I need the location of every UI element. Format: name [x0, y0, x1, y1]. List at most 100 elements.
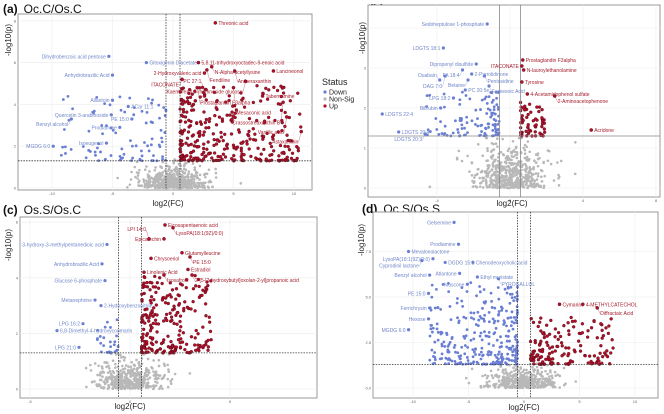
point-up	[279, 108, 284, 113]
point-down	[491, 317, 495, 321]
point-down	[489, 291, 493, 295]
point-down	[509, 324, 513, 328]
annotation-leader-line	[201, 82, 205, 97]
point-up	[192, 144, 196, 148]
point-nonsig	[484, 181, 488, 184]
point-nonsig	[159, 174, 162, 178]
point-nonsig	[186, 181, 190, 185]
point-nonsig	[490, 141, 494, 145]
point-labeled-down	[118, 125, 122, 129]
point-nonsig	[519, 372, 522, 375]
point-nonsig	[502, 153, 506, 157]
point-labeled-up	[188, 255, 192, 259]
point-up	[202, 142, 206, 146]
point-up	[521, 118, 525, 123]
point-nonsig	[166, 363, 169, 367]
point-nonsig	[150, 366, 153, 369]
point-up	[191, 287, 196, 291]
x-axis-title: log2(FC)	[508, 403, 539, 412]
point-up	[537, 105, 542, 109]
point-nonsig	[111, 386, 114, 390]
point-up	[271, 133, 276, 137]
point-nonsig	[518, 378, 522, 381]
point-up	[298, 112, 302, 116]
point-nonsig	[98, 373, 102, 376]
point-down	[497, 297, 501, 301]
y-tick-label: 8	[14, 18, 17, 23]
point-annotation: Dipropenyl disulfide	[430, 62, 474, 68]
point-down	[491, 98, 495, 102]
point-annotation: ITACONATE	[491, 64, 520, 70]
point-labeled-down	[458, 271, 462, 275]
point-nonsig	[493, 382, 496, 386]
point-nonsig	[194, 171, 198, 175]
point-nonsig	[524, 183, 528, 187]
plot-area	[367, 4, 661, 198]
point-up	[583, 354, 587, 358]
point-nonsig	[512, 149, 516, 152]
point-down	[483, 330, 486, 334]
point-nonsig	[158, 374, 162, 377]
point-down	[93, 150, 97, 154]
point-up	[166, 334, 170, 338]
point-up	[201, 133, 205, 137]
point-down	[443, 362, 447, 366]
point-nonsig	[473, 173, 477, 177]
point-up	[223, 132, 227, 136]
point-nonsig	[121, 368, 125, 371]
point-nonsig	[540, 169, 544, 173]
point-nonsig	[553, 370, 557, 374]
point-nonsig	[93, 362, 97, 365]
point-nonsig	[525, 368, 528, 372]
point-up	[281, 150, 286, 154]
point-nonsig	[107, 364, 110, 368]
point-nonsig	[173, 168, 176, 172]
point-nonsig	[153, 179, 156, 183]
point-down	[87, 129, 91, 133]
point-annotation: Atlantone	[435, 271, 456, 277]
point-up	[193, 274, 197, 278]
point-labeled-up	[243, 79, 248, 84]
point-up	[181, 86, 185, 90]
point-annotation: Vanillic acid	[258, 130, 284, 136]
point-down	[132, 106, 136, 110]
point-down	[511, 350, 515, 354]
point-nonsig	[470, 161, 474, 164]
point-nonsig	[115, 369, 119, 373]
point-down	[109, 126, 113, 130]
point-down	[460, 299, 464, 303]
point-up	[599, 344, 603, 348]
point-nonsig	[508, 381, 511, 385]
point-nonsig	[471, 179, 474, 183]
point-nonsig	[129, 178, 133, 181]
point-down	[108, 103, 112, 107]
annotation-leader-line	[233, 87, 237, 114]
point-up	[551, 357, 555, 361]
point-down	[62, 128, 66, 131]
point-up	[607, 324, 611, 328]
point-nonsig	[187, 170, 191, 173]
point-nonsig	[204, 172, 207, 176]
point-nonsig	[508, 172, 512, 175]
point-down	[497, 350, 501, 354]
point-up	[190, 92, 194, 96]
point-down	[123, 110, 127, 114]
point-nonsig	[154, 166, 157, 169]
point-down	[443, 124, 447, 128]
x-tick-label: -5	[28, 399, 32, 404]
point-labeled-up	[195, 85, 199, 90]
point-down	[140, 149, 143, 153]
point-up	[179, 139, 184, 143]
point-nonsig	[191, 162, 195, 165]
point-nonsig	[160, 377, 164, 380]
point-annotation: Anhydrobrazilic Acid	[54, 262, 99, 268]
point-up	[190, 108, 194, 112]
point-up	[193, 89, 197, 93]
point-up	[145, 340, 149, 344]
point-nonsig	[539, 384, 543, 387]
point-nonsig	[546, 159, 550, 163]
point-up	[204, 314, 208, 318]
point-nonsig	[496, 173, 500, 177]
point-up	[231, 104, 235, 108]
